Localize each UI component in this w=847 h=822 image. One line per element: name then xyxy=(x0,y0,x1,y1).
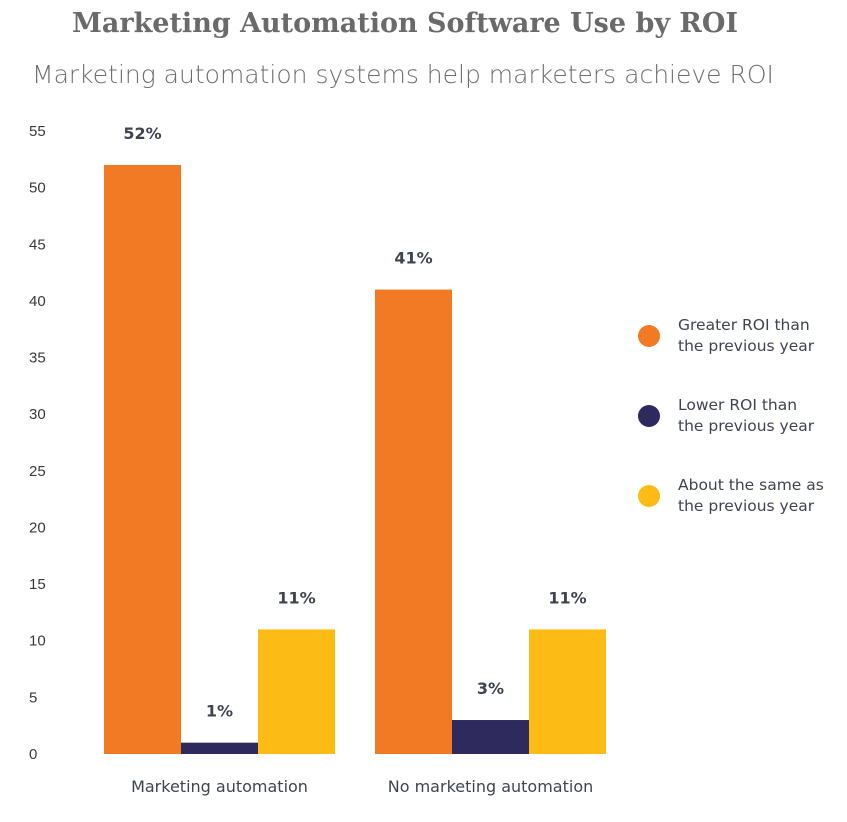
y-axis: 0 5 10 15 20 25 30 35 40 45 50 55 xyxy=(29,123,46,763)
y-tick-label: 15 xyxy=(29,576,46,593)
legend-swatch xyxy=(638,485,660,507)
data-labels: 52% 1% 11% 41% 3% 11% xyxy=(123,124,586,721)
x-axis-labels: Marketing automation No marketing automat… xyxy=(131,777,593,796)
bar xyxy=(375,289,452,754)
y-tick-label: 50 xyxy=(29,180,46,197)
bar xyxy=(104,164,181,754)
legend-item-greater-roi: Greater ROI than the previous year xyxy=(638,296,847,376)
data-label: 41% xyxy=(394,249,432,268)
y-tick-label: 35 xyxy=(29,350,46,367)
bar xyxy=(529,629,606,754)
legend-swatch xyxy=(638,405,660,427)
y-tick-label: 45 xyxy=(29,236,46,253)
legend-label: Greater ROI than the previous year xyxy=(678,316,815,355)
bars xyxy=(104,164,606,754)
data-label: 3% xyxy=(477,679,504,698)
legend-label: About the same as the previous year xyxy=(678,476,824,515)
x-category-label: Marketing automation xyxy=(131,777,308,796)
chart-subtitle: Marketing automation systems help market… xyxy=(32,60,774,89)
bar xyxy=(258,629,335,754)
y-tick-label: 10 xyxy=(29,633,46,650)
y-tick-label: 40 xyxy=(29,293,46,310)
data-label: 11% xyxy=(277,588,315,607)
bar xyxy=(452,720,529,754)
x-category-label: No marketing automation xyxy=(388,777,594,796)
y-tick-label: 25 xyxy=(29,463,46,480)
legend: Greater ROI than the previous year Lower … xyxy=(638,296,847,536)
y-tick-label: 0 xyxy=(29,746,37,763)
y-tick-label: 30 xyxy=(29,406,46,423)
y-tick-label: 20 xyxy=(29,519,46,536)
legend-item-lower-roi: Lower ROI than the previous year xyxy=(638,376,847,456)
y-tick-label: 5 xyxy=(29,689,37,706)
legend-label: Lower ROI than the previous year xyxy=(678,396,815,435)
legend-swatch xyxy=(638,325,660,347)
y-tick-label: 55 xyxy=(29,123,46,140)
data-label: 1% xyxy=(206,702,233,721)
legend-item-same-roi: About the same as the previous year xyxy=(638,456,847,536)
data-label: 52% xyxy=(123,124,161,143)
data-label: 11% xyxy=(548,588,586,607)
chart-title: Marketing Automation Software Use by ROI xyxy=(71,8,739,39)
bar xyxy=(181,742,258,754)
